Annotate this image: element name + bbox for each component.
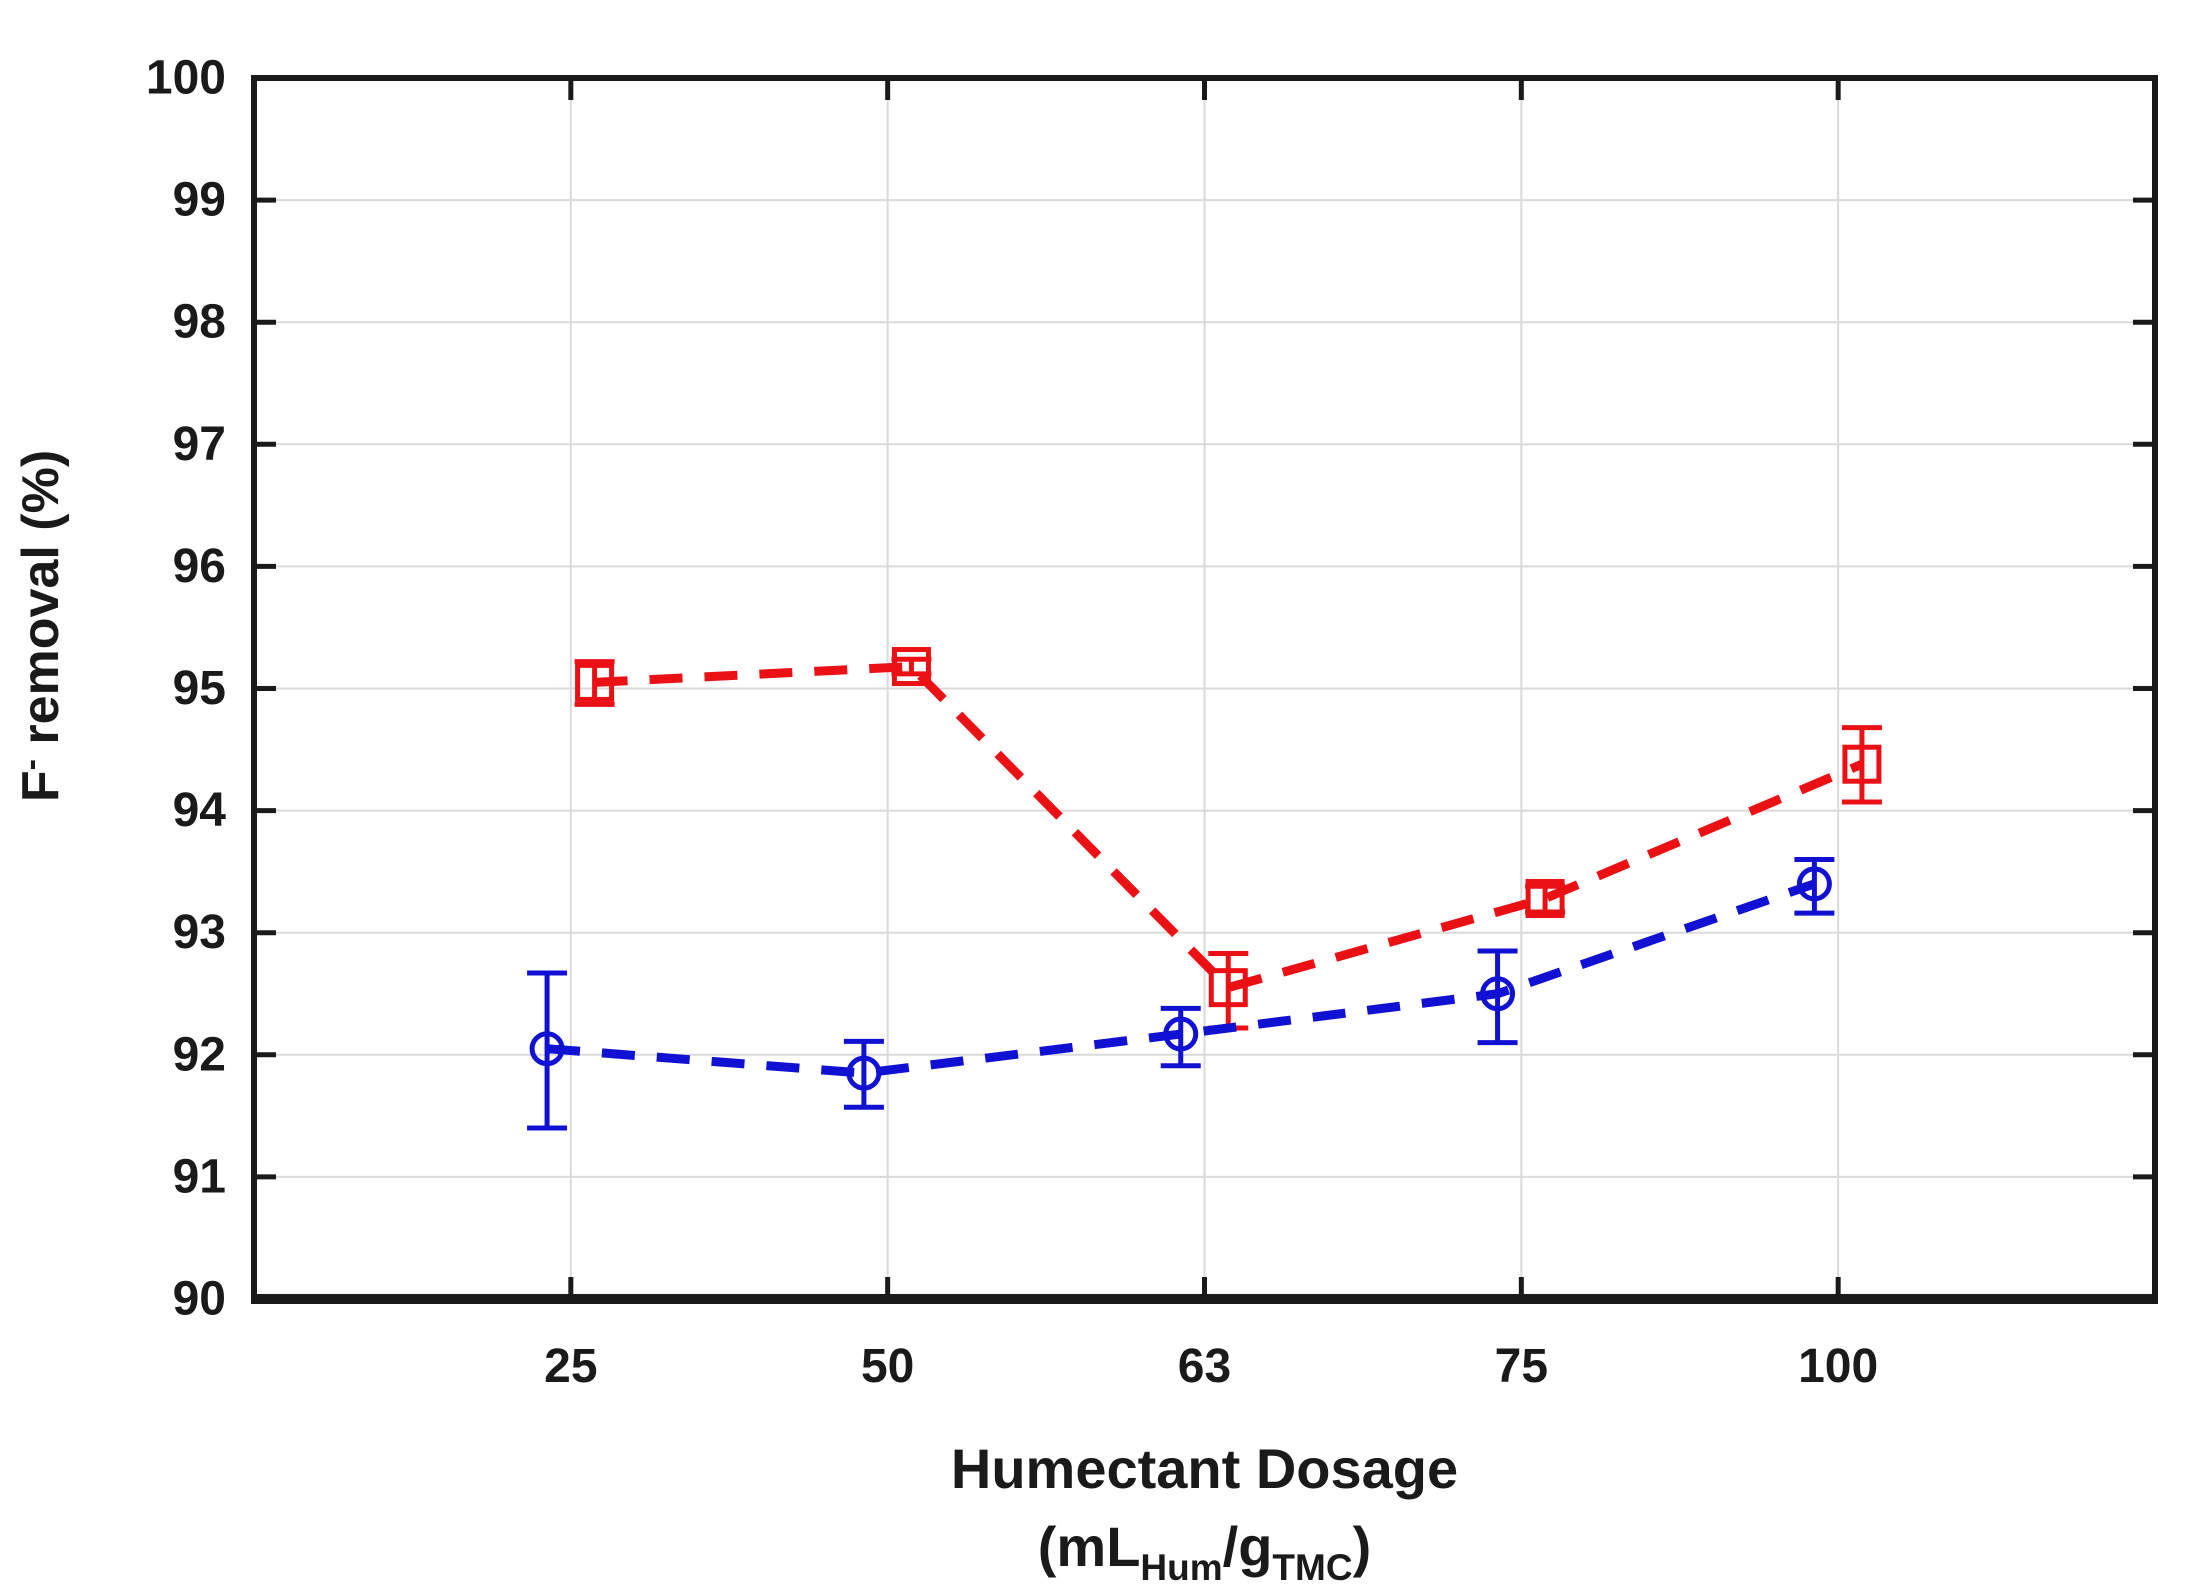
error-bar <box>1525 883 1566 915</box>
gridlines <box>254 78 2155 1299</box>
x-tick-label: 25 <box>544 1340 597 1393</box>
error-bar <box>891 656 932 677</box>
data-point-square <box>1525 879 1565 919</box>
series-line-red-squares <box>594 661 1864 993</box>
axis-ticks <box>254 78 2155 1299</box>
y-tick-label: 96 <box>173 540 226 593</box>
y-tick-label: 90 <box>173 1273 226 1326</box>
data-point-circle <box>846 1055 882 1091</box>
y-tick-label: 91 <box>173 1150 226 1203</box>
error-bar <box>1477 948 1518 1046</box>
y-tick-label: 92 <box>173 1028 226 1081</box>
x-axis-title: Humectant Dosage <box>951 1437 1458 1500</box>
error-bar <box>1841 725 1882 805</box>
x-tick-label: 63 <box>1178 1340 1231 1393</box>
y-tick-label: 97 <box>173 418 226 471</box>
error-bar <box>843 1038 884 1110</box>
x-tick-label: 100 <box>1798 1340 1878 1393</box>
y-tick-label: 95 <box>173 662 226 715</box>
data-point-circle <box>529 1031 565 1067</box>
x-axis-units: (mLHum/gTMC) <box>1038 1515 1371 1587</box>
series-blue-circles <box>527 856 1835 1131</box>
data-point-circle <box>1796 866 1832 902</box>
y-tick-label: 93 <box>173 906 226 959</box>
data-point-square <box>1208 968 1248 1008</box>
error-bar <box>1208 950 1249 1031</box>
data-point-square <box>891 647 931 687</box>
x-tick-label: 75 <box>1495 1340 1548 1393</box>
series-red-squares <box>574 647 1882 1031</box>
x-tick-label: 50 <box>861 1340 914 1393</box>
y-axis-title: F- removal (%) <box>12 450 70 802</box>
data-point-square <box>575 662 615 702</box>
data-point-circle <box>1480 976 1516 1012</box>
y-tick-label: 99 <box>173 174 226 227</box>
y-tick-label: 94 <box>173 784 227 837</box>
y-tick-label: 98 <box>173 296 226 349</box>
data-point-square <box>1842 744 1882 784</box>
data-point-circle <box>1163 1016 1199 1052</box>
error-bar <box>527 970 568 1131</box>
y-tick-label: 100 <box>146 52 226 105</box>
